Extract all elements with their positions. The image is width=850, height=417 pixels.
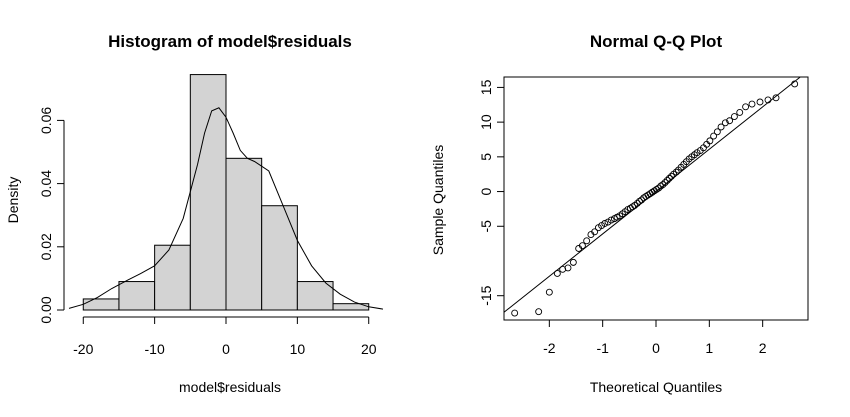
qq-title: Normal Q-Q Plot	[590, 32, 723, 51]
qq-point	[564, 264, 572, 272]
qq-point	[706, 137, 714, 145]
qq-plot-frame	[503, 76, 809, 321]
qq-point	[736, 108, 744, 116]
qq-point	[642, 192, 650, 200]
qq-panel: Normal Q-Q Plot Theoretical Quantiles Sa…	[430, 32, 809, 395]
qq-point	[629, 203, 636, 211]
histogram-bar	[296, 281, 334, 311]
qq-y-tick-label: -5	[478, 220, 494, 233]
histogram-bar	[189, 74, 227, 311]
histogram-bars	[82, 74, 370, 311]
qq-point	[756, 98, 764, 106]
histogram-y-tick-label: 0.00	[38, 296, 54, 323]
qq-point	[644, 191, 652, 199]
histogram-y-tick-label: 0.04	[38, 170, 54, 197]
qq-x-tick-label: 1	[705, 340, 713, 356]
qq-point	[569, 258, 577, 266]
histogram-bar	[261, 205, 298, 311]
qq-point	[545, 288, 553, 296]
histogram-x-tick-label: -10	[145, 341, 165, 357]
histogram-y-label: Density	[5, 177, 21, 224]
histogram-x-tick-label: 20	[361, 341, 377, 357]
qq-y-tick-label: -15	[478, 285, 494, 305]
qq-point	[721, 119, 729, 127]
density-curve	[68, 107, 384, 310]
qq-point	[591, 228, 599, 236]
qq-x-tick-label: 2	[759, 340, 767, 356]
qq-point	[791, 80, 799, 88]
histogram-y-axis: 0.00 0.02 0.04 0.06	[38, 107, 65, 324]
qq-point	[663, 176, 671, 184]
histogram-x-tick-label: 10	[290, 341, 306, 357]
histogram-bar	[118, 281, 156, 311]
qq-point	[672, 168, 680, 176]
qq-point	[633, 199, 641, 207]
qq-point	[601, 220, 609, 227]
qq-y-tick-label: 10	[478, 114, 494, 130]
histogram-x-axis: -20 -10 0 10 20	[73, 316, 377, 357]
qq-point	[638, 196, 646, 204]
qq-point	[583, 237, 591, 245]
qq-point	[717, 123, 725, 131]
histogram-bar	[154, 244, 191, 311]
histogram-y-tick-label: 0.06	[38, 107, 54, 134]
qq-point	[742, 103, 750, 111]
qq-point	[726, 117, 734, 125]
qq-point	[703, 140, 711, 148]
qq-point	[730, 113, 738, 121]
qq-point	[657, 182, 665, 190]
qq-point	[748, 100, 756, 108]
qq-point	[665, 174, 673, 182]
qq-point	[668, 172, 675, 180]
qq-point	[764, 96, 772, 104]
qq-reference-line	[503, 76, 801, 313]
qq-y-axis: -15 -5 0 5 10 15	[478, 79, 504, 306]
qq-point	[578, 242, 586, 250]
qq-y-label: Sample Quantiles	[430, 145, 446, 256]
histogram-y-tick-label: 0.02	[38, 233, 54, 260]
qq-point	[659, 181, 667, 189]
histogram-x-label: model$residuals	[179, 379, 281, 395]
qq-point	[713, 128, 721, 136]
qq-point	[535, 308, 543, 316]
qq-x-tick-label: 0	[652, 340, 660, 356]
qq-x-tick-label: -2	[543, 340, 556, 356]
qq-x-label: Theoretical Quantiles	[590, 379, 722, 395]
histogram-x-tick-label: -20	[73, 341, 93, 357]
histogram-bar	[82, 298, 120, 311]
qq-point	[710, 132, 718, 140]
qq-x-axis: -2 -1 0 1 2	[543, 320, 767, 356]
qq-point	[772, 94, 780, 102]
qq-point	[553, 270, 561, 277]
qq-y-tick-label: 0	[478, 187, 494, 195]
qq-point	[655, 184, 663, 192]
qq-point	[511, 309, 519, 317]
histogram-x-tick-label: 0	[222, 341, 230, 357]
qq-x-tick-label: -1	[596, 340, 609, 356]
qq-point	[653, 186, 660, 193]
qq-y-tick-label: 5	[478, 153, 494, 161]
qq-y-tick-label: 15	[478, 79, 494, 95]
qq-point	[661, 179, 669, 186]
histogram-panel: Histogram of model$residuals model$resid…	[5, 32, 384, 395]
histogram-bar	[225, 157, 263, 311]
qq-point	[636, 197, 643, 205]
histogram-title: Histogram of model$residuals	[108, 32, 352, 51]
qq-point	[607, 216, 615, 224]
qq-points	[511, 80, 799, 317]
